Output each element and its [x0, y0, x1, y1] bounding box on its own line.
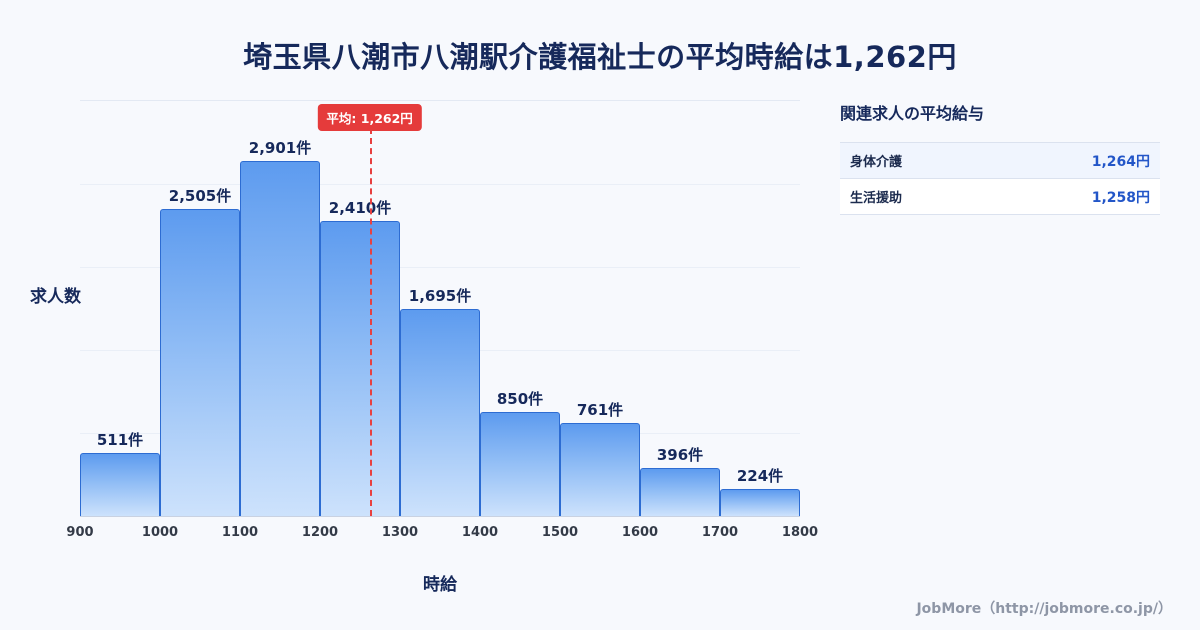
gridline [80, 184, 800, 185]
bar-value-label: 2,901件 [248, 139, 312, 157]
bar-value-label: 511件 [96, 431, 144, 449]
histogram-bar: 224件 [720, 467, 800, 516]
average-line [369, 128, 372, 516]
related-jobs-table: 身体介護 1,264円生活援助 1,258円 [840, 142, 1160, 215]
related-job-label: 身体介護 [850, 155, 903, 170]
bar-value-label: 761件 [576, 401, 624, 419]
average-badge: 平均: 1,262円 [317, 104, 422, 131]
bar-value-label: 850件 [496, 390, 544, 408]
related-job-value: 1,258円 [1091, 189, 1150, 206]
x-tick-label: 1600 [621, 525, 659, 540]
footer-credit: JobMore（http://jobmore.co.jp/） [916, 601, 1172, 617]
side-panel: 関連求人の平均給与 身体介護 1,264円生活援助 1,258円 [840, 100, 1160, 215]
x-tick-label: 1100 [221, 525, 259, 540]
related-job-row: 生活援助 1,258円 [840, 179, 1160, 215]
page-title: 埼玉県八潮市八潮駅介護福祉士の平均時給は1,262円 [243, 40, 957, 74]
histogram-bar: 2,505件 [160, 187, 240, 516]
x-tick-label: 1300 [381, 525, 419, 540]
y-axis-label: 求人数 [30, 287, 81, 307]
bar-value-label: 396件 [656, 446, 704, 464]
x-tick-label: 1200 [301, 525, 339, 540]
related-job-label: 生活援助 [850, 191, 903, 206]
bar-value-label: 224件 [736, 467, 784, 485]
x-axis-label: 時給 [423, 575, 457, 595]
histogram-bar: 850件 [480, 390, 560, 516]
related-job-row: 身体介護 1,264円 [840, 143, 1160, 179]
x-tick-label: 1500 [541, 525, 579, 540]
x-tick-label: 900 [66, 525, 94, 540]
histogram-bar: 2,410件 [320, 199, 400, 516]
x-tick-label: 1800 [781, 525, 819, 540]
histogram-bar: 2,901件 [240, 139, 320, 516]
histogram-bar: 511件 [80, 431, 160, 516]
histogram-bar: 761件 [560, 401, 640, 516]
histogram-bar: 1,695件 [400, 287, 480, 516]
x-tick-label: 1700 [701, 525, 739, 540]
bar-value-label: 2,505件 [168, 187, 232, 205]
gridline [80, 267, 800, 268]
bar-value-label: 2,410件 [328, 199, 392, 217]
x-tick-label: 1400 [461, 525, 499, 540]
x-tick-label: 1000 [141, 525, 179, 540]
side-panel-heading: 関連求人の平均給与 [840, 104, 985, 123]
plot-area: 511件 2,505件 2,901件 2,410件 1,695件 850件 761件 396件… [66, 100, 818, 540]
related-job-value: 1,264円 [1091, 153, 1150, 170]
bar-value-label: 1,695件 [408, 287, 472, 305]
histogram-bar: 396件 [640, 446, 720, 516]
